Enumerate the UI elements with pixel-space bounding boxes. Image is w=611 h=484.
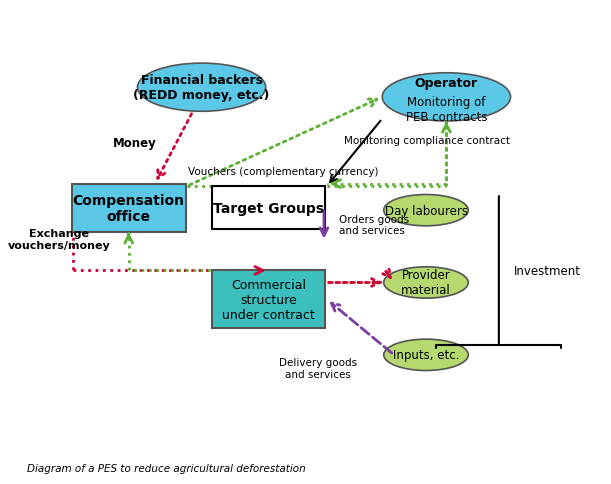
Text: Money: Money <box>112 137 156 150</box>
FancyBboxPatch shape <box>212 187 326 230</box>
Text: Financial backers
(REDD money, etc.): Financial backers (REDD money, etc.) <box>133 74 270 102</box>
Text: Commercial
structure
under contract: Commercial structure under contract <box>222 278 315 321</box>
Text: Delivery goods
and services: Delivery goods and services <box>279 358 357 379</box>
Ellipse shape <box>384 339 468 371</box>
Text: Provider
material: Provider material <box>401 269 451 297</box>
Ellipse shape <box>384 267 468 299</box>
Text: Diagram of a PES to reduce agricultural deforestation: Diagram of a PES to reduce agricultural … <box>27 463 306 473</box>
Text: Exchange
vouchers/money: Exchange vouchers/money <box>7 229 110 250</box>
Text: Orders goods
and services: Orders goods and services <box>338 214 409 236</box>
Text: Compensation
office: Compensation office <box>73 193 185 224</box>
Text: Monitoring of
PEB contracts: Monitoring of PEB contracts <box>406 96 487 123</box>
Text: Vouchers (complementary currency): Vouchers (complementary currency) <box>188 167 378 177</box>
Text: Investment: Investment <box>513 264 580 277</box>
FancyBboxPatch shape <box>212 271 326 329</box>
Ellipse shape <box>384 195 468 227</box>
Ellipse shape <box>137 64 266 112</box>
Ellipse shape <box>382 74 511 121</box>
FancyBboxPatch shape <box>72 184 186 232</box>
Text: Operator: Operator <box>415 76 478 90</box>
Text: Monitoring compliance contract: Monitoring compliance contract <box>345 136 510 146</box>
Text: Day labourers: Day labourers <box>384 204 467 217</box>
Text: Target Groups: Target Groups <box>213 201 324 215</box>
Text: Inputs, etc.: Inputs, etc. <box>393 348 459 362</box>
